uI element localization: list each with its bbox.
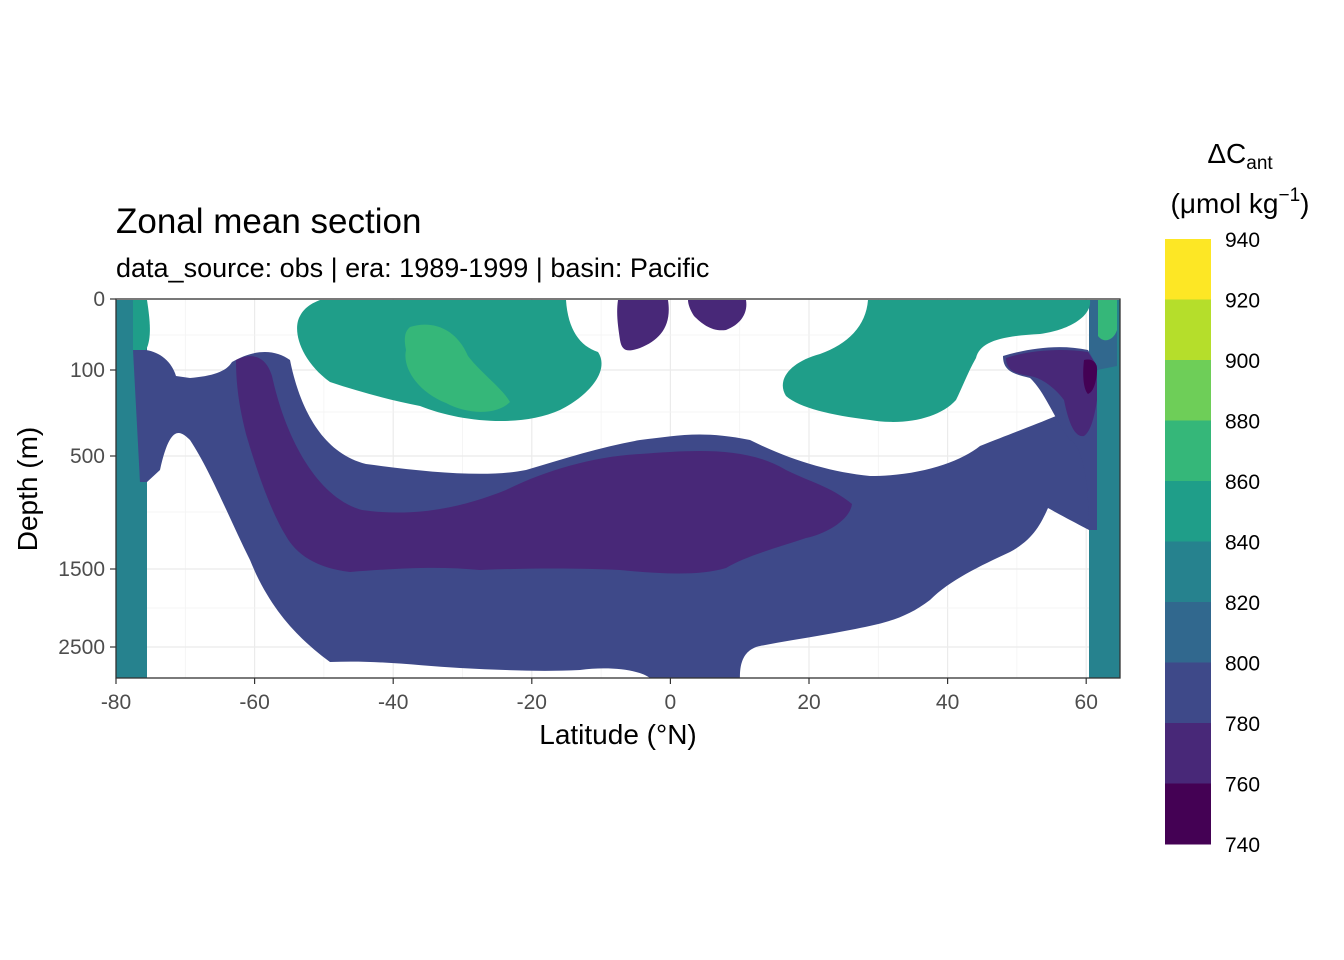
legend-swatch	[1165, 663, 1211, 724]
legend-swatch	[1165, 784, 1211, 845]
legend-unit-prefix: (μmol kg	[1171, 188, 1279, 219]
y-tick-label: 0	[93, 288, 105, 311]
x-tick-label: -20	[517, 691, 547, 714]
legend-tick-label: 840	[1225, 532, 1260, 555]
legend-title: ΔCant	[1207, 138, 1273, 174]
legend-tick-label: 760	[1225, 774, 1260, 797]
x-tick-label: 20	[797, 691, 820, 714]
x-tick-label: -60	[239, 691, 269, 714]
legend-unit: (μmol kg−1)	[1171, 185, 1310, 219]
chart-title: Zonal mean section	[116, 202, 421, 241]
region-south-surface-840-860	[133, 300, 150, 352]
y-tick-label: 2500	[58, 636, 105, 659]
legend-swatch	[1165, 542, 1211, 603]
legend-swatch	[1165, 602, 1211, 663]
x-tick-label: -80	[101, 691, 131, 714]
x-tick-label: 40	[936, 691, 959, 714]
legend: ΔCant (μmol kg−1) 940 920 900 880 860 840 820 8…	[1165, 138, 1309, 857]
y-axis: 0 100 500 1500 2500	[58, 288, 116, 659]
legend-unit-suffix: )	[1300, 188, 1309, 219]
legend-tick-label: 880	[1225, 411, 1260, 434]
legend-swatch	[1165, 239, 1211, 300]
legend-tick-label: 780	[1225, 713, 1260, 736]
legend-unit-sup: −1	[1278, 185, 1300, 206]
x-tick-label: 60	[1075, 691, 1098, 714]
legend-tick-label: 740	[1225, 834, 1260, 857]
legend-swatch	[1165, 723, 1211, 784]
y-axis-label: Depth (m)	[12, 427, 43, 551]
chart-subtitle: data_source: obs | era: 1989-1999 | basi…	[116, 253, 709, 283]
region-north-surface-860-880	[1098, 300, 1117, 340]
legend-swatch	[1165, 300, 1211, 361]
legend-title-sub: ant	[1246, 153, 1273, 174]
x-axis-label: Latitude (°N)	[539, 719, 697, 750]
legend-tick-label: 820	[1225, 592, 1260, 615]
legend-swatch	[1165, 421, 1211, 482]
y-tick-label: 500	[70, 445, 105, 468]
y-tick-label: 100	[70, 359, 105, 382]
legend-tick-label: 900	[1225, 350, 1260, 373]
legend-tick-label: 800	[1225, 653, 1260, 676]
legend-ticks: 940 920 900 880 860 840 820 800 780 760 740	[1225, 229, 1260, 857]
x-tick-label: 0	[665, 691, 677, 714]
legend-title-main: ΔC	[1207, 138, 1246, 169]
plot-area	[116, 299, 1120, 678]
legend-colorbar	[1165, 239, 1211, 845]
legend-tick-label: 940	[1225, 229, 1260, 252]
x-axis: -80 -60 -40 -20 0 20 40 60	[101, 678, 1098, 714]
x-tick-label: -40	[378, 691, 408, 714]
legend-swatch	[1165, 481, 1211, 542]
legend-tick-label: 920	[1225, 290, 1260, 313]
legend-swatch	[1165, 360, 1211, 421]
y-tick-label: 1500	[58, 558, 105, 581]
legend-tick-label: 860	[1225, 471, 1260, 494]
